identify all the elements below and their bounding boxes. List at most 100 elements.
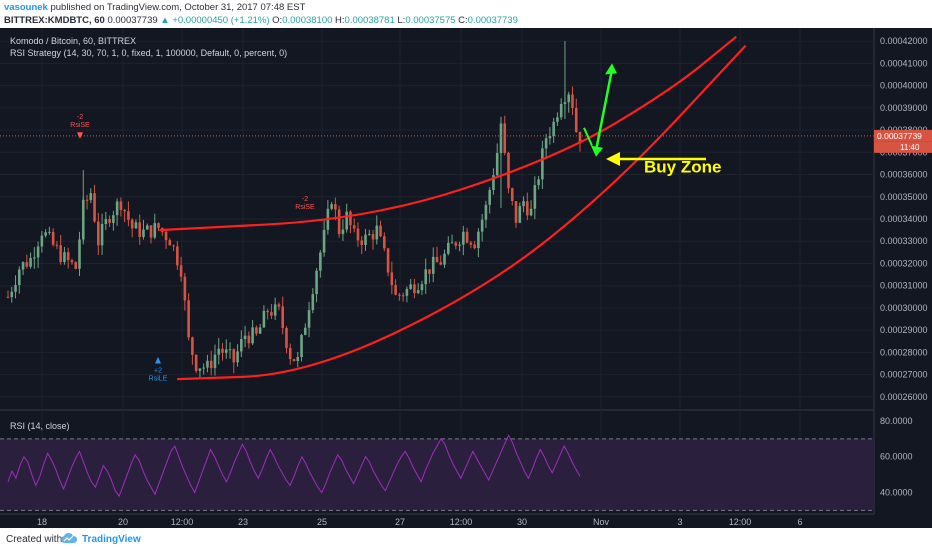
buy-zone-arrow-head xyxy=(606,151,620,166)
tradingview-link[interactable]: TradingView xyxy=(82,534,141,545)
candle-body xyxy=(17,269,21,286)
candle-body xyxy=(360,240,364,245)
buy-zone-label: Buy Zone xyxy=(644,157,721,176)
time-tick-label: 12:00 xyxy=(729,517,752,527)
candle-body xyxy=(183,276,187,301)
candle-body xyxy=(281,306,285,328)
candle-body xyxy=(119,201,123,210)
candle-body xyxy=(213,354,217,369)
candle-body xyxy=(232,349,236,363)
created-with-label: Created with xyxy=(6,534,63,545)
time-tick-label: 30 xyxy=(517,517,527,527)
time-tick-label: 3 xyxy=(677,517,682,527)
candle-body xyxy=(450,242,454,244)
time-tick-label: 6 xyxy=(797,517,802,527)
rsi-line xyxy=(7,434,581,498)
low-key: L: xyxy=(397,15,406,26)
candle-body xyxy=(104,219,108,225)
signal-long-qty: +2 xyxy=(154,367,162,374)
high-value: 0.00038781 xyxy=(344,15,395,26)
time-tick-label: 25 xyxy=(317,517,327,527)
drop-arrow xyxy=(583,127,593,147)
open-value: 0.00038100 xyxy=(282,15,333,26)
candle-body xyxy=(484,204,488,220)
candle-body xyxy=(567,94,571,103)
candle-body xyxy=(431,256,435,274)
candle-body xyxy=(44,232,47,236)
candle-body xyxy=(228,349,232,351)
candle-body xyxy=(503,123,507,153)
price-tick-label: 0.00039000 xyxy=(880,103,928,113)
candle-body xyxy=(59,245,62,263)
candle-body xyxy=(492,175,495,190)
candle-body xyxy=(255,327,258,334)
candle-body xyxy=(25,262,29,267)
author-link[interactable]: vasounek xyxy=(4,2,48,13)
candle-body xyxy=(552,121,555,136)
candle-body xyxy=(439,262,443,265)
last-price-tag xyxy=(874,129,932,142)
candle-body xyxy=(514,201,518,223)
candle-body xyxy=(10,291,14,297)
candle-body xyxy=(142,229,145,238)
candle-body xyxy=(409,284,412,289)
candle-body xyxy=(240,339,243,352)
swing-arrow-head-up xyxy=(605,63,617,75)
candle-body xyxy=(322,229,326,253)
candle-body xyxy=(469,242,473,245)
candle-body xyxy=(153,223,157,238)
last-price: 0.00037739 xyxy=(107,15,158,26)
candle-body xyxy=(251,327,254,344)
candle-body xyxy=(202,367,205,369)
signal-short-1-icon xyxy=(77,132,83,139)
price-tick-label: 0.00036000 xyxy=(880,170,928,180)
signal-long-icon xyxy=(155,356,161,364)
candle-body xyxy=(93,193,96,222)
candle-body xyxy=(574,108,578,132)
candle-body xyxy=(401,295,405,297)
candle-body xyxy=(6,296,10,298)
high-key: H: xyxy=(335,15,345,26)
candle-body xyxy=(191,337,194,355)
candle-body xyxy=(29,257,32,267)
symbol-label: BITTREX:KMDBTC, 60 xyxy=(4,15,105,26)
candle-body xyxy=(473,244,476,249)
last-price-tag-label: 0.00037739 xyxy=(877,131,922,141)
candle-body xyxy=(529,208,533,216)
candle-body xyxy=(108,219,111,224)
candle-body xyxy=(266,310,269,313)
candle-body xyxy=(303,327,307,335)
candle-body xyxy=(123,209,126,212)
candle-body xyxy=(330,204,333,209)
candle-body xyxy=(194,354,198,371)
candle-body xyxy=(21,262,25,270)
candle-body xyxy=(507,152,510,189)
candle-body xyxy=(258,327,262,334)
candle-body xyxy=(206,360,209,368)
candle-body xyxy=(413,284,416,294)
candle-body xyxy=(70,260,74,263)
candle-body xyxy=(217,348,221,355)
candle-body xyxy=(55,244,59,246)
candle-body xyxy=(416,290,420,294)
candle-body xyxy=(446,242,450,254)
candle-body xyxy=(100,224,104,246)
signal-short-2-qty: -2 xyxy=(302,196,308,203)
candle-body xyxy=(224,349,228,353)
pair-title: Komodo / Bitcoin, 60, BITTREX xyxy=(10,36,137,46)
candle-body xyxy=(522,201,525,207)
candle-body xyxy=(78,239,81,269)
candle-body xyxy=(345,211,348,230)
candle-body xyxy=(311,294,315,311)
price-chart[interactable]: 0.00042000 0.00041000 0.00040000 0.00039000… xyxy=(0,28,932,528)
candle-body xyxy=(559,103,563,118)
candle-body xyxy=(510,188,514,202)
quote-line: BITTREX:KMDBTC, 60 0.00037739 ▲ +0.00000… xyxy=(4,15,518,26)
rsi-title: RSI (14, close) xyxy=(10,421,70,431)
candle-body xyxy=(454,242,458,246)
candle-body xyxy=(371,234,375,240)
time-tick-label: Nov xyxy=(593,517,610,527)
candle-body xyxy=(319,252,322,271)
time-tick-label: 18 xyxy=(37,517,47,527)
price-tick-label: 0.00029000 xyxy=(880,325,928,335)
